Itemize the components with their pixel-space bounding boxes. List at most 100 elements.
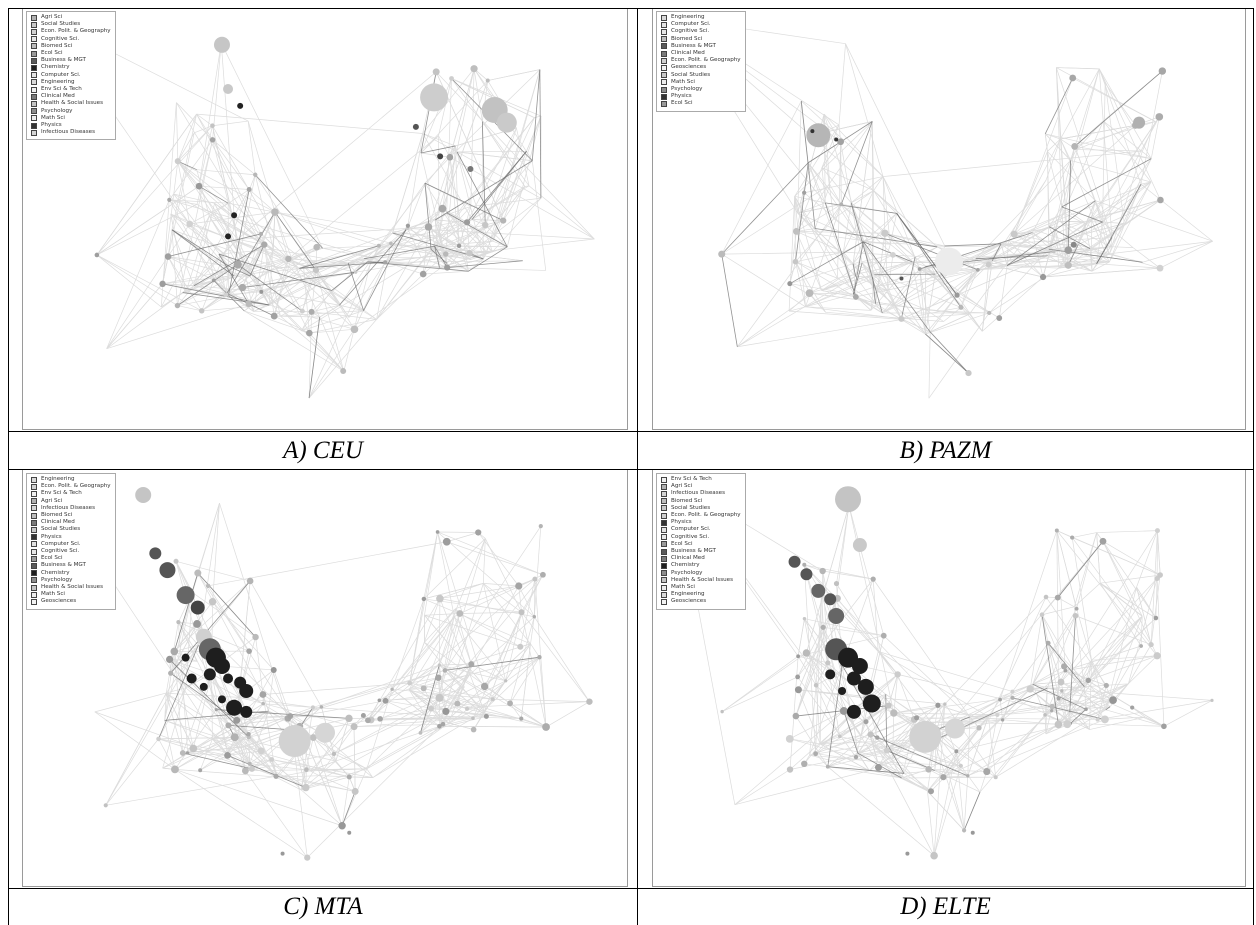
network-node bbox=[241, 767, 249, 775]
legend-label: Psychology bbox=[671, 569, 703, 576]
panel-frame bbox=[652, 470, 1246, 887]
network-node bbox=[164, 253, 172, 260]
legend-entry: Physics bbox=[31, 534, 111, 541]
legend-entry: Social Studies bbox=[661, 72, 741, 79]
network-node bbox=[199, 308, 205, 314]
network-node bbox=[270, 666, 277, 673]
network-node bbox=[230, 733, 239, 742]
legend-swatch bbox=[31, 72, 37, 79]
legend-swatch bbox=[31, 21, 37, 28]
network-node bbox=[437, 153, 444, 160]
network-node bbox=[996, 315, 1003, 321]
network-node bbox=[806, 123, 831, 148]
network-node bbox=[935, 247, 963, 276]
network-node bbox=[302, 783, 310, 792]
legend-label: Econ. Polit. & Geography bbox=[41, 483, 111, 490]
network-node bbox=[246, 186, 252, 192]
legend-entry: Biomed Sci bbox=[31, 43, 111, 50]
network-node bbox=[1099, 537, 1107, 545]
network-node bbox=[428, 705, 434, 712]
network-node bbox=[792, 228, 800, 235]
network-node bbox=[519, 716, 524, 721]
legend-entry: Clinical Med bbox=[661, 50, 741, 57]
network-node bbox=[870, 576, 876, 582]
network-node bbox=[1210, 698, 1214, 703]
network-node bbox=[586, 698, 593, 705]
network-node bbox=[199, 682, 208, 691]
network-node bbox=[166, 655, 174, 664]
legend-swatch bbox=[661, 57, 667, 64]
network-node bbox=[233, 260, 242, 269]
legend-label: Physics bbox=[41, 533, 62, 540]
legend-swatch bbox=[31, 591, 37, 598]
network-node bbox=[1060, 689, 1064, 693]
legend-entry: Engineering bbox=[661, 591, 741, 598]
legend-entry: Health & Social Issues bbox=[31, 100, 111, 108]
network-node bbox=[248, 765, 255, 772]
legend-entry: Infectious Diseases bbox=[31, 505, 111, 512]
panel-frame bbox=[22, 470, 628, 887]
legend-entry: Env Sci & Tech bbox=[661, 476, 741, 483]
network-node bbox=[442, 668, 448, 673]
legend-swatch bbox=[31, 57, 37, 64]
network-node bbox=[1070, 535, 1075, 540]
legend-label: Computer Sci. bbox=[671, 21, 711, 28]
network-node bbox=[718, 250, 726, 258]
legend-entry: Psychology bbox=[31, 108, 111, 115]
network-node bbox=[496, 112, 517, 133]
panel-frame bbox=[22, 9, 628, 430]
network-node bbox=[237, 102, 244, 109]
network-node bbox=[346, 774, 352, 780]
legend-entry: Physics bbox=[31, 122, 111, 129]
network-node bbox=[795, 674, 801, 680]
network-node bbox=[1010, 689, 1015, 694]
legend-entry: Health & Social Issues bbox=[661, 577, 741, 584]
network-node bbox=[407, 680, 413, 686]
network-node bbox=[205, 583, 211, 589]
legend-entry: Cognitive Sci. bbox=[31, 36, 111, 43]
network-node bbox=[788, 555, 801, 568]
network-node bbox=[376, 243, 381, 248]
legend-label: Ecol Sci bbox=[41, 50, 63, 57]
legend-entry: Geosciences bbox=[661, 598, 741, 606]
network-node bbox=[435, 693, 444, 702]
legend-label: Env Sci & Tech bbox=[41, 490, 82, 497]
legend-entry: Engineering bbox=[31, 79, 111, 86]
legend-swatch bbox=[661, 86, 667, 93]
network-node bbox=[103, 803, 108, 808]
network-node bbox=[223, 83, 234, 94]
legend-label: Engineering bbox=[41, 78, 75, 85]
network-node bbox=[269, 757, 275, 762]
network-node bbox=[315, 722, 335, 743]
legend-swatch bbox=[661, 548, 667, 555]
network-node bbox=[794, 686, 802, 694]
network-node bbox=[209, 137, 216, 143]
network-node bbox=[485, 78, 490, 83]
network-node bbox=[170, 647, 179, 656]
network-node bbox=[1000, 718, 1005, 722]
network-node bbox=[846, 671, 861, 686]
legend-entry: Clinical Med bbox=[661, 555, 741, 562]
legend-label: Business & MGT bbox=[41, 562, 86, 569]
legend-label: Health & Social Issues bbox=[41, 584, 104, 591]
network-node bbox=[466, 250, 473, 257]
legend-entry: Engineering bbox=[31, 476, 111, 483]
network-node bbox=[271, 208, 279, 216]
legend-entry: Math Sci bbox=[31, 115, 111, 122]
network-node bbox=[405, 223, 411, 228]
network-node bbox=[954, 749, 959, 754]
network-node bbox=[1084, 707, 1088, 712]
legend-entry: Chemistry bbox=[661, 562, 741, 570]
legend-label: Math Sci bbox=[41, 591, 65, 598]
network-node bbox=[420, 83, 449, 112]
network-node bbox=[1157, 196, 1164, 204]
network-node bbox=[159, 280, 166, 288]
network-node bbox=[507, 700, 513, 707]
legend-entry: Env Sci & Tech bbox=[31, 86, 111, 93]
legend-swatch bbox=[31, 50, 37, 57]
network-node bbox=[467, 165, 474, 172]
network-graph bbox=[48, 19, 595, 399]
network-node bbox=[890, 251, 896, 258]
network-node bbox=[383, 260, 388, 265]
